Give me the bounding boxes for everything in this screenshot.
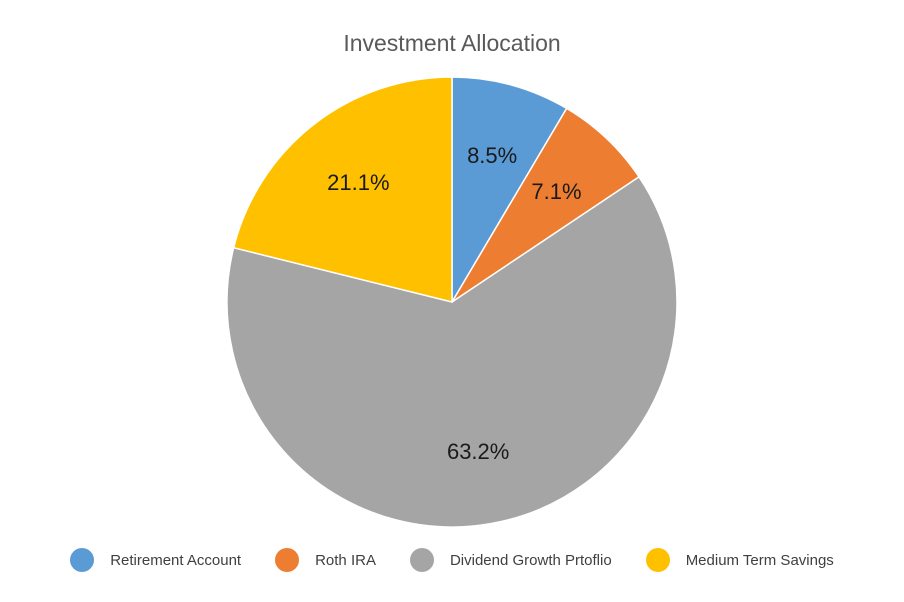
chart-title: Investment Allocation	[343, 30, 561, 56]
pie-slice-1	[451, 107, 641, 303]
data-label-1: 7.1%	[531, 179, 581, 204]
legend-item-1: Roth IRA	[275, 548, 376, 572]
pie-slice-3	[232, 76, 453, 303]
legend-item-0: Retirement Account	[70, 548, 241, 572]
legend-label: Medium Term Savings	[685, 551, 834, 569]
legend-item-3: Medium Term Savings	[645, 548, 834, 572]
data-label-3: 21.1%	[327, 170, 389, 195]
legend-label: Dividend Growth Prtoflio	[449, 551, 612, 569]
legend-marker	[409, 548, 434, 572]
legend-label: Roth IRA	[315, 551, 376, 569]
legend-marker	[70, 548, 95, 572]
legend-label: Retirement Account	[110, 551, 242, 569]
pie-slice-0	[451, 76, 568, 305]
chart-legend: Retirement Account Roth IRA Dividend Growt…	[0, 545, 904, 575]
pie-slice-2	[226, 175, 678, 528]
legend-marker	[275, 548, 300, 572]
data-label-0: 8.5%	[467, 143, 517, 168]
legend-marker	[645, 548, 670, 572]
data-label-2: 63.2%	[447, 439, 509, 464]
legend-item-2: Dividend Growth Prtoflio	[409, 548, 612, 572]
